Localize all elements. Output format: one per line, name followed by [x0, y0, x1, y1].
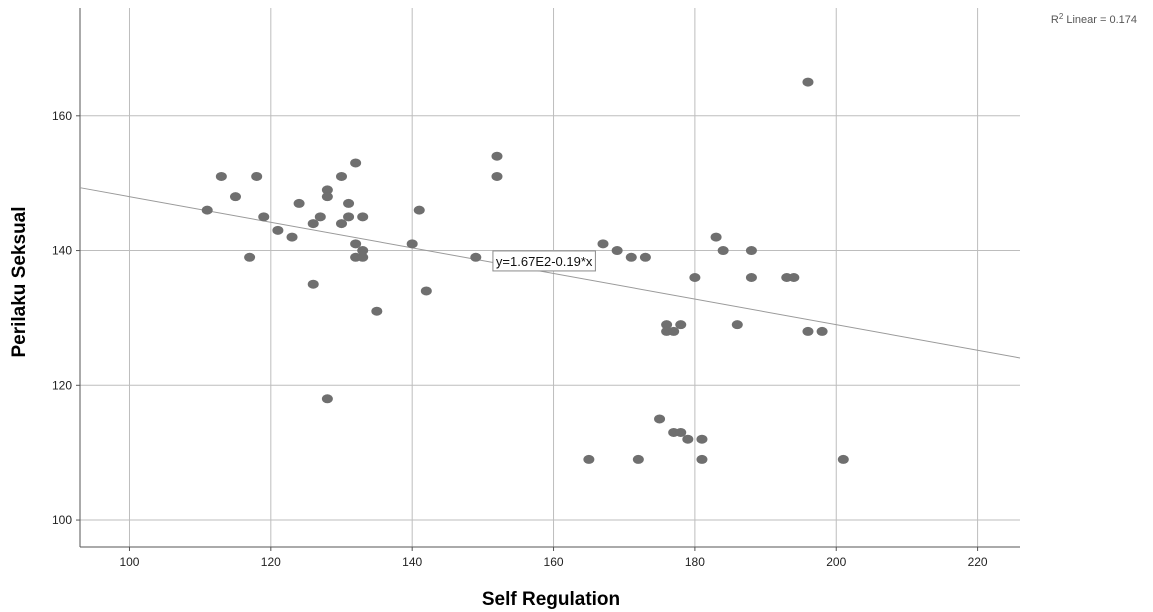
data-point [371, 306, 383, 316]
data-point [802, 77, 814, 87]
data-point [258, 212, 270, 222]
data-point [611, 246, 623, 256]
y-tick-label: 100 [52, 513, 72, 527]
data-point [357, 252, 369, 262]
data-point [286, 232, 298, 242]
r2-superscript: 2 [1059, 12, 1064, 21]
data-point [314, 212, 326, 222]
data-point [272, 225, 284, 235]
data-point [717, 246, 729, 256]
r2-label: R2 Linear = 0.174 [1051, 12, 1137, 27]
data-point [632, 454, 644, 464]
data-point [470, 252, 482, 262]
data-point [343, 212, 355, 222]
fit-line [79, 187, 1021, 359]
data-point [336, 171, 348, 181]
x-axis-title: Self Regulation [482, 589, 620, 610]
data-point [307, 219, 319, 229]
data-point [321, 185, 333, 195]
data-point [229, 192, 241, 202]
y-tick-label: 120 [52, 378, 72, 392]
data-point [668, 326, 680, 336]
data-point [788, 273, 800, 282]
data-point [837, 454, 849, 464]
data-point [639, 252, 651, 262]
data-point [675, 427, 687, 437]
y-axis-title: Perilaku Seksual [9, 206, 30, 357]
data-point [357, 246, 369, 256]
axes [79, 8, 1020, 548]
x-tick-label: 200 [826, 555, 846, 569]
data-point [343, 198, 355, 208]
data-point [491, 151, 503, 161]
data-point [420, 286, 432, 296]
data-point [244, 252, 256, 262]
data-point [350, 239, 362, 249]
r2-prefix: R [1051, 14, 1059, 26]
data-point [661, 320, 673, 330]
data-point [802, 326, 814, 336]
data-point [293, 198, 305, 208]
data-point [654, 414, 666, 424]
y-tick-label: 140 [52, 244, 72, 258]
data-point [696, 434, 708, 444]
x-tick-label: 140 [402, 555, 422, 569]
data-point [689, 273, 701, 282]
data-point [307, 279, 319, 289]
data-point [597, 239, 609, 249]
data-point [413, 205, 425, 215]
x-tick-label: 160 [544, 555, 564, 569]
data-point [682, 434, 694, 444]
x-tick-label: 100 [119, 555, 139, 569]
data-point [816, 326, 828, 336]
tick-labels: 100 120 140 160 180 200 220 100 120 140 160 [52, 109, 988, 569]
data-point [336, 219, 348, 229]
x-tick-label: 120 [261, 555, 281, 569]
data-point [583, 454, 595, 464]
data-point [251, 171, 263, 181]
data-point [201, 205, 213, 215]
data-point [675, 320, 687, 330]
data-point [357, 212, 369, 222]
data-point [710, 232, 722, 242]
data-point [350, 158, 362, 168]
equation-label: y=1.67E2-0.19*x [492, 250, 596, 272]
data-point [215, 171, 227, 181]
x-tick-label: 220 [968, 555, 988, 569]
data-point [745, 273, 757, 282]
data-point [491, 171, 503, 181]
r2-suffix: Linear = 0.174 [1063, 14, 1137, 26]
data-point [731, 320, 743, 330]
x-tick-label: 180 [685, 555, 705, 569]
data-points [201, 77, 849, 464]
data-point [745, 246, 757, 256]
data-point [625, 252, 637, 262]
data-point [321, 394, 333, 404]
equation-box [492, 250, 596, 272]
y-tick-label: 160 [52, 109, 72, 123]
data-point [321, 192, 333, 202]
equation-text: y=1.67E2-0.19*x [496, 254, 593, 269]
data-point [696, 454, 708, 464]
data-point [406, 239, 418, 249]
